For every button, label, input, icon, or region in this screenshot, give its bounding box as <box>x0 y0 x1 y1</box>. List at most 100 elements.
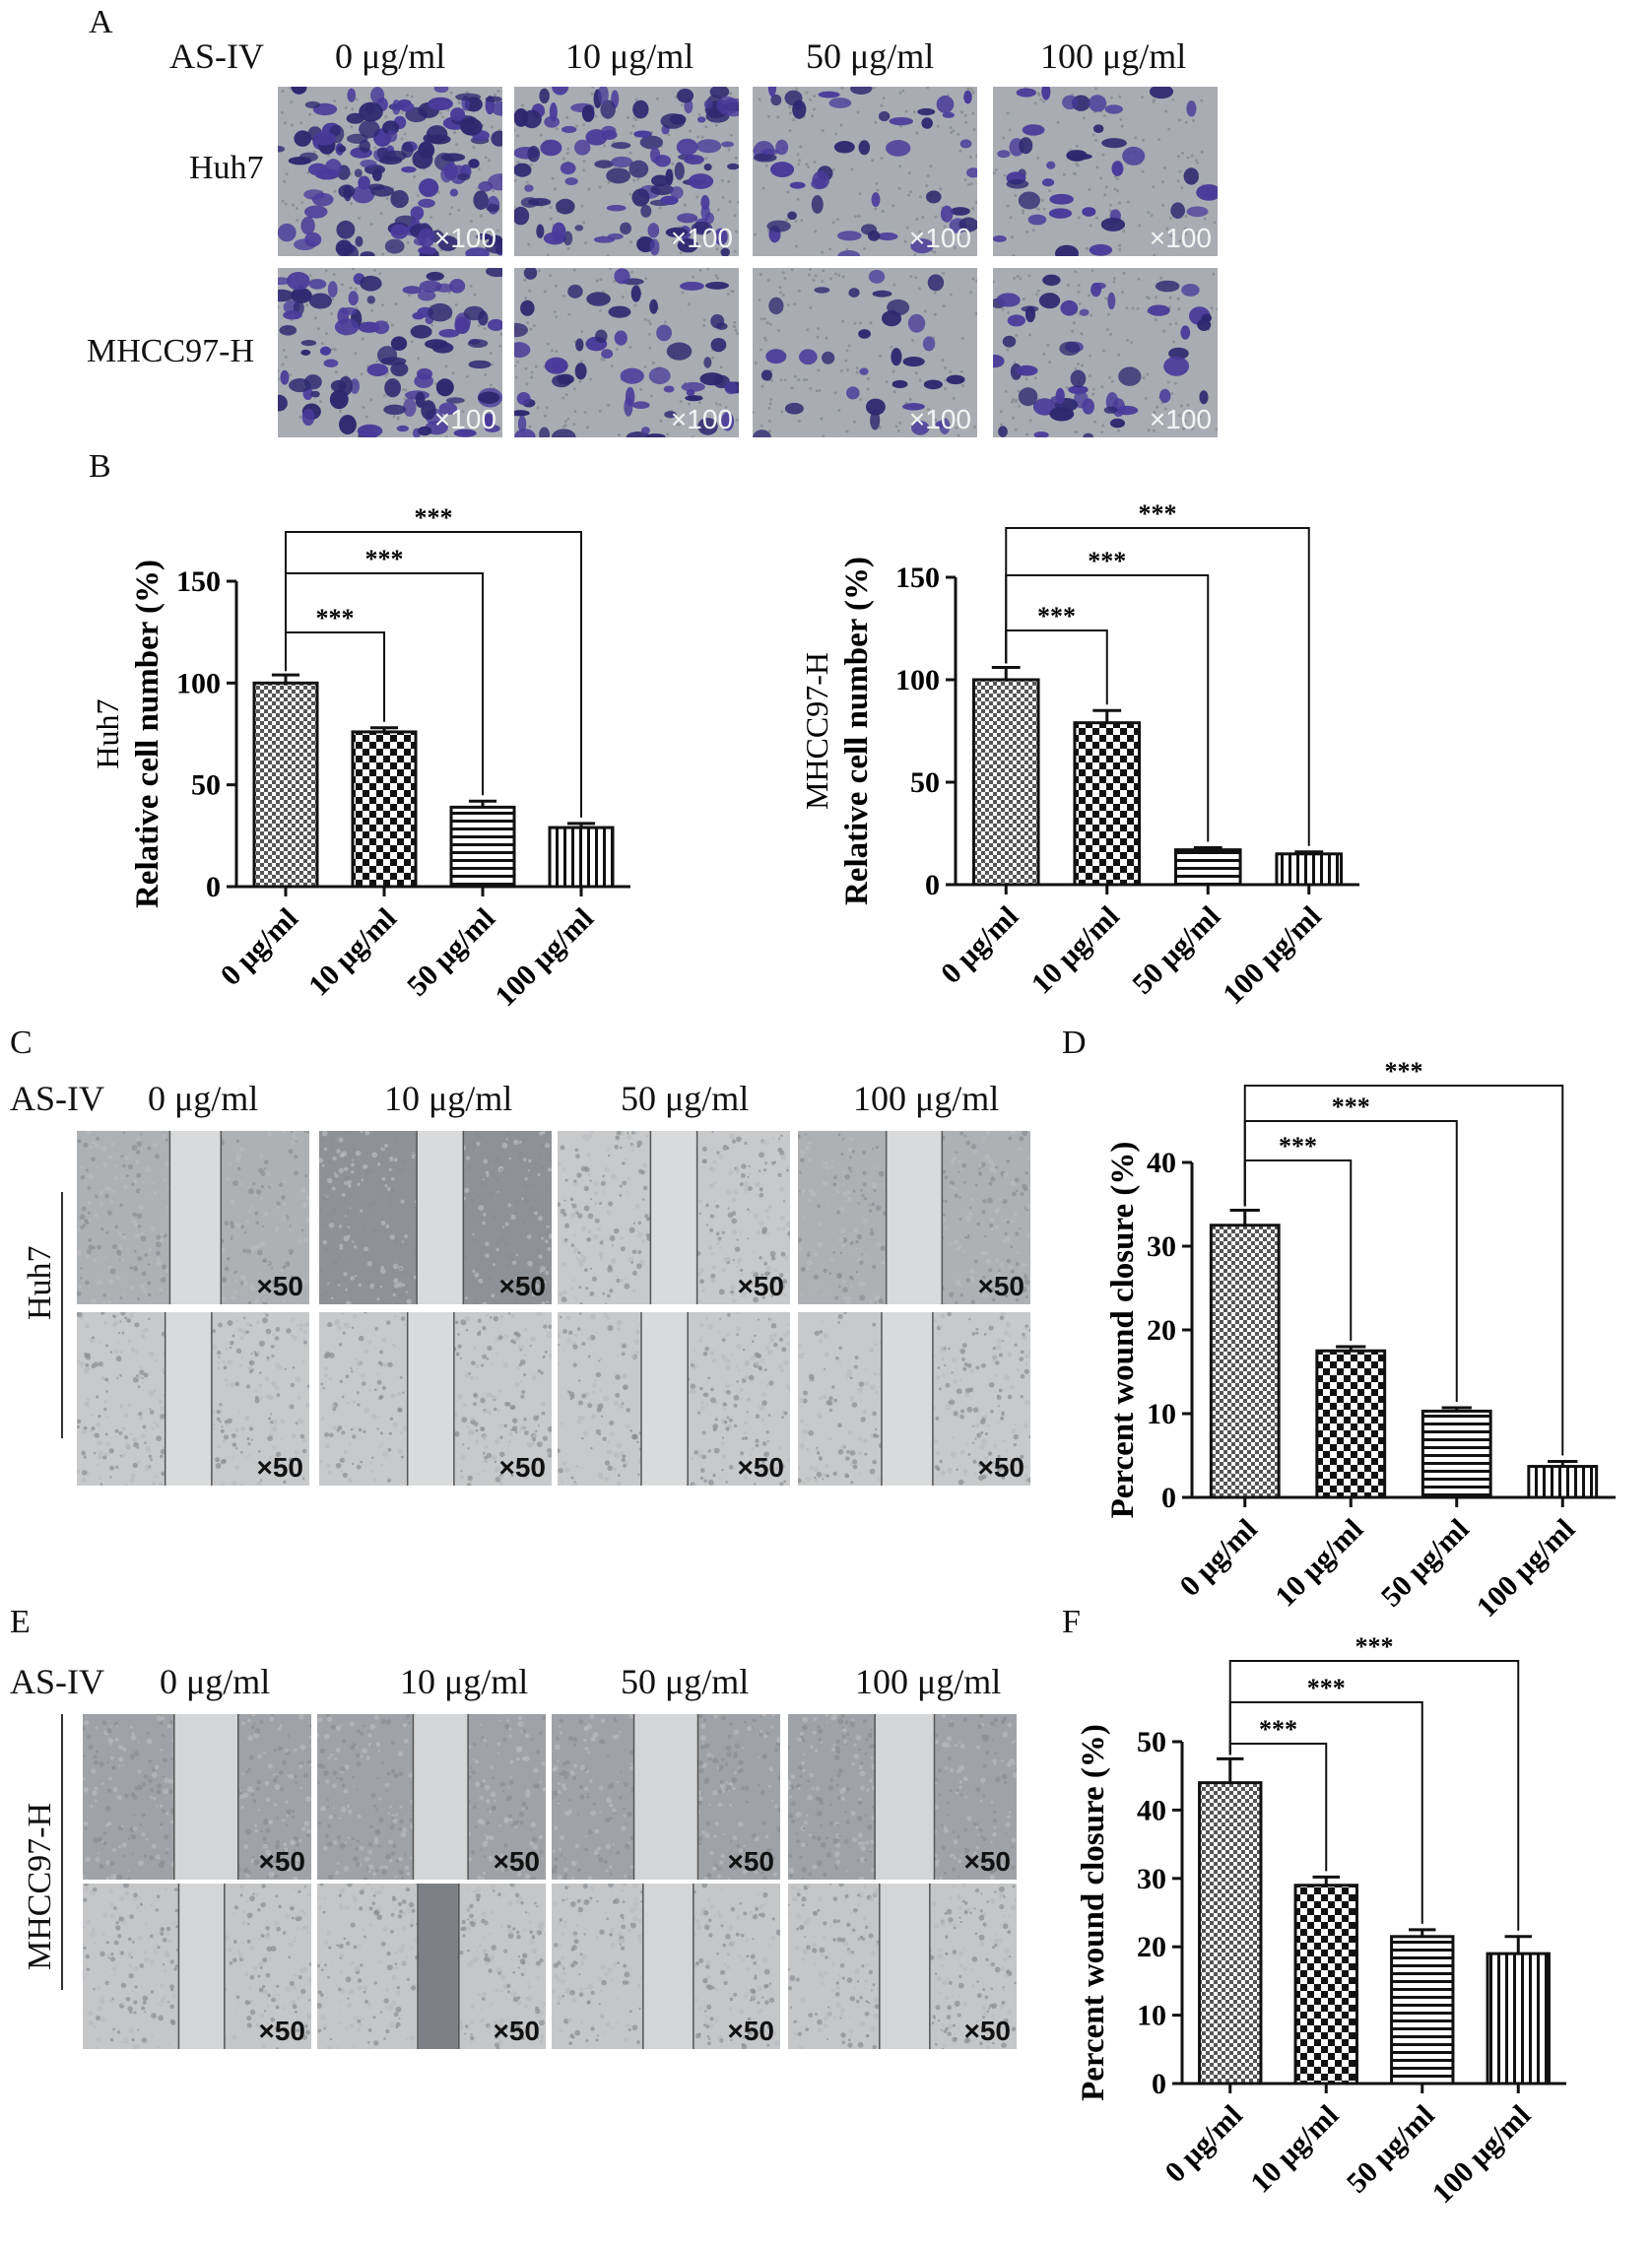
wound-image-mhcc-r1-c0: ×50 <box>83 1884 311 2049</box>
magnification-label: ×100 <box>908 404 971 434</box>
bar <box>449 805 516 889</box>
row-label-mhcc-e: MHCC97-H <box>22 1802 58 1970</box>
significance-label: *** <box>1259 1715 1297 1744</box>
x-tick-label: 10 μg/ml <box>1025 900 1126 1001</box>
significance-label: *** <box>1385 1057 1423 1086</box>
panel-letter-f: F <box>1062 1604 1081 1640</box>
bar <box>252 681 319 889</box>
wound-image-huh7-r0-c3: ×50 <box>798 1131 1030 1304</box>
conc-header-c-2: 50 μg/ml <box>621 1079 750 1118</box>
conc-header-c-3: 100 μg/ml <box>853 1079 1000 1118</box>
conc-header-a-3: 100 μg/ml <box>1040 36 1187 76</box>
x-tick-label: 0 μg/ml <box>215 902 304 992</box>
conc-header-a-2: 50 μg/ml <box>806 36 935 76</box>
row-label-huh7-a: Huh7 <box>189 150 264 186</box>
row-bracket-c <box>61 1192 63 1438</box>
x-tick-label: 10 μg/ml <box>1244 2099 1345 2200</box>
transwell-image-r1-c3: ×100 <box>993 268 1218 437</box>
wound-image-huh7-r1-c2: ×50 <box>558 1312 790 1486</box>
bar <box>351 730 418 889</box>
transwell-image-r1-c1: ×100 <box>514 268 739 437</box>
magnification-label: ×50 <box>977 1271 1025 1301</box>
wound-image-mhcc-r1-c2: ×50 <box>552 1884 780 2049</box>
row-label-huh7-c: Huh7 <box>22 1245 58 1320</box>
y-tick-label: 10 <box>1137 2000 1166 2032</box>
conc-header-c-1: 10 μg/ml <box>384 1079 513 1118</box>
significance-label: *** <box>415 503 453 532</box>
x-tick-label: 50 μg/ml <box>1126 900 1226 1001</box>
conc-header-a-0: 0 μg/ml <box>335 36 446 76</box>
conc-header-a-1: 10 μg/ml <box>565 36 694 76</box>
bar <box>1390 1935 1455 2085</box>
panel-letter-c: C <box>10 1025 33 1061</box>
y-tick-label: 20 <box>1147 1314 1176 1347</box>
magnification-label: ×50 <box>727 1846 775 1877</box>
transwell-image-r1-c0: ×100 <box>278 268 502 437</box>
magnification-label: ×50 <box>258 1846 306 1877</box>
wound-image-huh7-r0-c1: ×50 <box>319 1131 552 1304</box>
treatment-label-c: AS-IV <box>10 1079 104 1118</box>
x-tick-label: 10 μg/ml <box>1269 1513 1369 1614</box>
transwell-image-r1-c2: ×100 <box>753 268 977 437</box>
x-tick-label: 100 μg/ml <box>1426 2099 1538 2211</box>
transwell-image-r0-c2: ×100 <box>753 87 977 256</box>
significance-bracket <box>1005 527 1310 846</box>
y-tick-label: 50 <box>1137 1726 1166 1758</box>
magnification-label: ×100 <box>433 404 496 434</box>
magnification-label: ×50 <box>498 1271 547 1301</box>
magnification-label: ×50 <box>963 2016 1012 2046</box>
magnification-label: ×50 <box>493 1846 541 1877</box>
y-tick-label: 0 <box>1152 2068 1166 2100</box>
magnification-label: ×50 <box>493 2016 541 2046</box>
conc-header-e-1: 10 μg/ml <box>400 1662 529 1701</box>
transwell-image-r0-c0: ×100 <box>278 87 502 256</box>
y-tick-label: 150 <box>895 562 940 594</box>
significance-label: *** <box>1139 499 1177 528</box>
x-tick-label: 10 μg/ml <box>302 902 403 1003</box>
magnification-label: ×50 <box>737 1271 785 1301</box>
bar <box>1293 1884 1358 2085</box>
row-label-mhcc-a: MHCC97-H <box>87 333 255 369</box>
y-axis-label: Relative cell number (%) <box>839 557 875 905</box>
conc-header-c-0: 0 μg/ml <box>148 1079 259 1118</box>
magnification-label: ×50 <box>737 1452 785 1483</box>
y-tick-label: 30 <box>1147 1230 1176 1263</box>
y-tick-label: 40 <box>1147 1147 1176 1179</box>
significance-label: *** <box>1088 547 1126 575</box>
y-tick-label: 0 <box>1161 1482 1176 1514</box>
x-tick-label: 50 μg/ml <box>401 902 501 1003</box>
transwell-image-r0-c1: ×100 <box>514 87 739 256</box>
bar <box>1073 721 1142 887</box>
magnification-label: ×100 <box>433 223 496 253</box>
wound-image-mhcc-r0-c2: ×50 <box>552 1714 780 1880</box>
x-tick-label: 0 μg/ml <box>935 900 1024 990</box>
panel-letter-d: D <box>1062 1025 1087 1061</box>
magnification-label: ×50 <box>498 1452 547 1483</box>
bar <box>1209 1224 1281 1499</box>
magnification-label: ×100 <box>670 404 733 434</box>
magnification-label: ×100 <box>1149 223 1212 253</box>
panel-letter-e: E <box>10 1604 31 1640</box>
magnification-label: ×50 <box>963 1846 1012 1877</box>
y-axis-label: Percent wound closure (%) <box>1105 1142 1141 1519</box>
x-tick-label: 0 μg/ml <box>1173 1513 1263 1603</box>
bar <box>1275 852 1344 887</box>
panel-letter-a: A <box>89 4 113 40</box>
y-axis-label: Relative cell number (%) <box>130 560 165 908</box>
conc-header-e-0: 0 μg/ml <box>160 1662 271 1701</box>
significance-bracket <box>1243 1085 1564 1456</box>
row-bracket-e <box>61 1714 63 1990</box>
x-tick-label: 100 μg/ml <box>489 902 600 1014</box>
conc-header-e-2: 50 μg/ml <box>621 1662 750 1701</box>
x-tick-label: 0 μg/ml <box>1158 2099 1248 2189</box>
significance-bracket <box>1228 1660 1520 1931</box>
wound-image-mhcc-r1-c1: ×50 <box>317 1884 546 2049</box>
y-tick-label: 0 <box>925 869 940 901</box>
bar <box>1527 1465 1599 1499</box>
significance-label: *** <box>1279 1132 1317 1160</box>
treatment-label-e: AS-IV <box>10 1662 104 1701</box>
y-tick-label: 0 <box>206 871 221 903</box>
x-tick-label: 50 μg/ml <box>1375 1513 1476 1614</box>
y-axis-label-cell-line: Huh7 <box>90 698 125 768</box>
